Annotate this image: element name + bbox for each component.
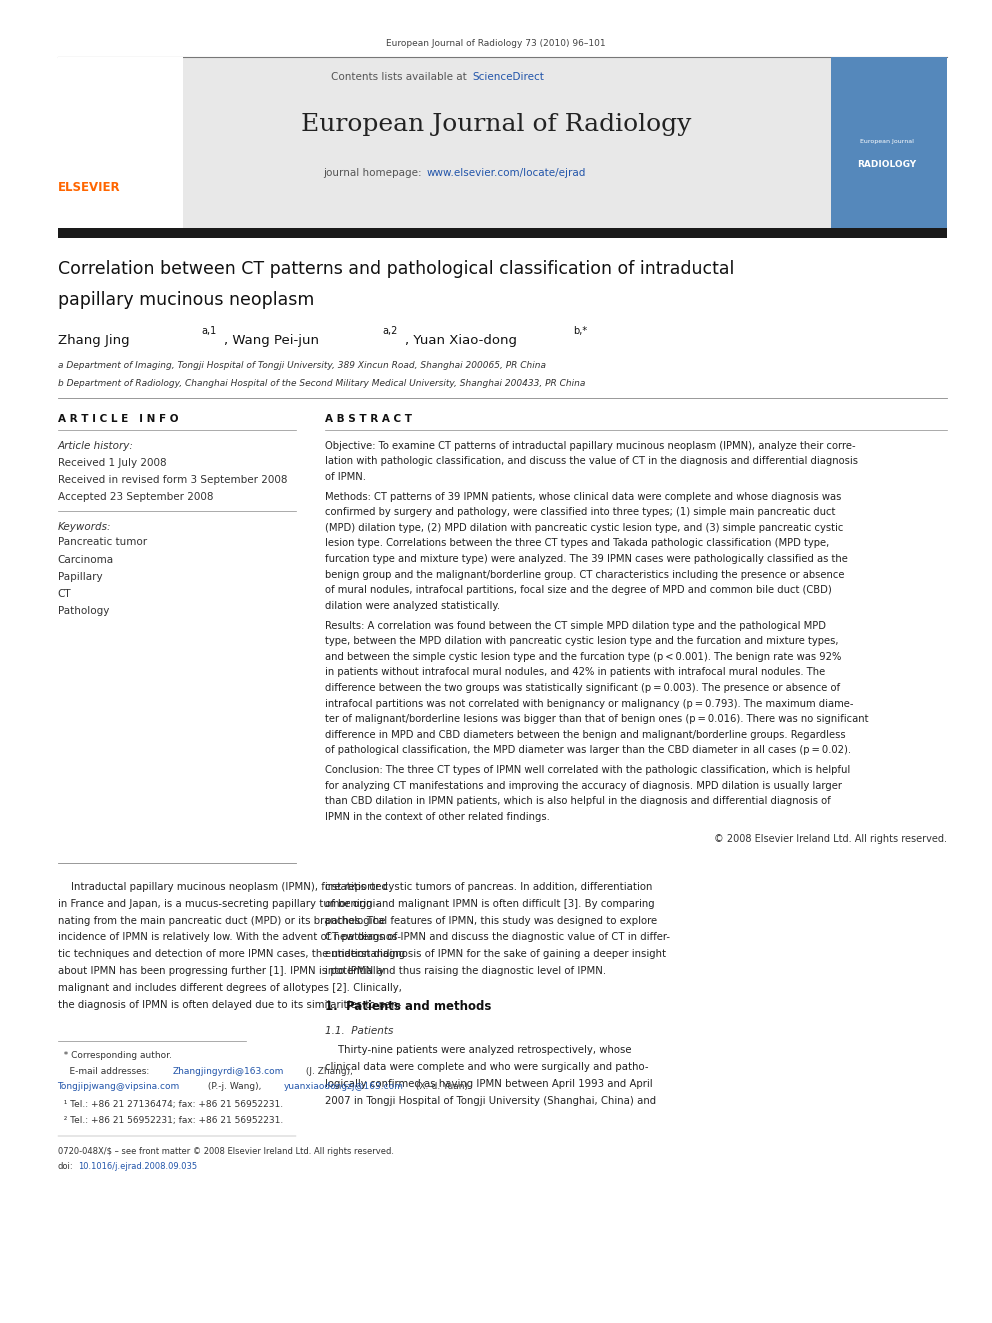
Text: , Wang Pei-jun: , Wang Pei-jun bbox=[224, 333, 319, 347]
Text: ELSEVIER: ELSEVIER bbox=[58, 181, 121, 194]
Text: Carcinoma: Carcinoma bbox=[58, 554, 114, 565]
Text: Thirty-nine patients were analyzed retrospectively, whose: Thirty-nine patients were analyzed retro… bbox=[325, 1045, 632, 1056]
Text: RADIOLOGY: RADIOLOGY bbox=[857, 160, 917, 168]
Text: www.elsevier.com/locate/ejrad: www.elsevier.com/locate/ejrad bbox=[427, 168, 586, 179]
Text: (J. Zhang),: (J. Zhang), bbox=[303, 1066, 352, 1076]
Text: CT patterns of IPMN and discuss the diagnostic value of CT in differ-: CT patterns of IPMN and discuss the diag… bbox=[325, 933, 671, 942]
Text: in France and Japan, is a mucus-secreting papillary tumor origi-: in France and Japan, is a mucus-secretin… bbox=[58, 898, 379, 909]
Text: A B S T R A C T: A B S T R A C T bbox=[325, 414, 413, 425]
Text: IPMN in the context of other related findings.: IPMN in the context of other related fin… bbox=[325, 812, 551, 822]
Text: Pathology: Pathology bbox=[58, 606, 109, 617]
Text: of mural nodules, intrafocal partitions, focal size and the degree of MPD and co: of mural nodules, intrafocal partitions,… bbox=[325, 585, 832, 595]
Text: Methods: CT patterns of 39 IPMN patients, whose clinical data were complete and : Methods: CT patterns of 39 IPMN patients… bbox=[325, 492, 842, 501]
Text: a,2: a,2 bbox=[382, 325, 397, 336]
Text: papillary mucinous neoplasm: papillary mucinous neoplasm bbox=[58, 291, 313, 310]
Text: incidence of IPMN is relatively low. With the advent of new diagnos-: incidence of IPMN is relatively low. Wit… bbox=[58, 933, 401, 942]
Text: logically confirmed as having IPMN between April 1993 and April: logically confirmed as having IPMN betwe… bbox=[325, 1080, 653, 1089]
Text: Contents lists available at: Contents lists available at bbox=[331, 71, 470, 82]
Text: pathological features of IPMN, this study was designed to explore: pathological features of IPMN, this stud… bbox=[325, 916, 658, 926]
Bar bbox=[58, 228, 947, 238]
Text: European Journal of Radiology: European Journal of Radiology bbox=[301, 112, 691, 136]
Text: benign group and the malignant/borderline group. CT characteristics including th: benign group and the malignant/borderlin… bbox=[325, 570, 845, 579]
Text: type, between the MPD dilation with pancreatic cystic lesion type and the furcat: type, between the MPD dilation with panc… bbox=[325, 636, 839, 646]
Text: ScienceDirect: ScienceDirect bbox=[472, 71, 544, 82]
Text: yuanxiaodongzj@163.com: yuanxiaodongzj@163.com bbox=[284, 1082, 404, 1091]
Text: and between the simple cystic lesion type and the furcation type (p < 0.001). Th: and between the simple cystic lesion typ… bbox=[325, 652, 842, 662]
Text: Article history:: Article history: bbox=[58, 441, 133, 451]
Text: difference in MPD and CBD diameters between the benign and malignant/borderline : difference in MPD and CBD diameters betw… bbox=[325, 730, 846, 740]
Bar bbox=[58, 57, 947, 230]
Text: 2007 in Tongji Hospital of Tongji University (Shanghai, China) and: 2007 in Tongji Hospital of Tongji Univer… bbox=[325, 1097, 657, 1106]
Text: E-mail addresses:: E-mail addresses: bbox=[58, 1066, 152, 1076]
Text: (MPD) dilation type, (2) MPD dilation with pancreatic cystic lesion type, and (3: (MPD) dilation type, (2) MPD dilation wi… bbox=[325, 523, 844, 533]
Text: difference between the two groups was statistically significant (p = 0.003). The: difference between the two groups was st… bbox=[325, 683, 840, 693]
Text: lation with pathologic classification, and discuss the value of CT in the diagno: lation with pathologic classification, a… bbox=[325, 456, 858, 467]
Text: Intraductal papillary mucinous neoplasm (IPMN), first reported: Intraductal papillary mucinous neoplasm … bbox=[58, 881, 388, 892]
Text: in patients without intrafocal mural nodules, and 42% in patients with intrafoca: in patients without intrafocal mural nod… bbox=[325, 667, 825, 677]
Text: furcation type and mixture type) were analyzed. The 39 IPMN cases were pathologi: furcation type and mixture type) were an… bbox=[325, 554, 848, 564]
Text: for analyzing CT manifestations and improving the accuracy of diagnosis. MPD dil: for analyzing CT manifestations and impr… bbox=[325, 781, 842, 791]
Text: 0720-048X/$ – see front matter © 2008 Elsevier Ireland Ltd. All rights reserved.: 0720-048X/$ – see front matter © 2008 El… bbox=[58, 1147, 394, 1156]
Text: of pathological classification, the MPD diameter was larger than the CBD diamete: of pathological classification, the MPD … bbox=[325, 745, 851, 755]
Text: © 2008 Elsevier Ireland Ltd. All rights reserved.: © 2008 Elsevier Ireland Ltd. All rights … bbox=[714, 833, 947, 844]
Text: into IPMN and thus raising the diagnostic level of IPMN.: into IPMN and thus raising the diagnosti… bbox=[325, 966, 606, 976]
Text: 1.1.  Patients: 1.1. Patients bbox=[325, 1025, 394, 1036]
Text: malignant and includes different degrees of allotypes [2]. Clinically,: malignant and includes different degrees… bbox=[58, 983, 402, 994]
Text: b,*: b,* bbox=[573, 325, 587, 336]
Text: intrafocal partitions was not correlated with benignancy or malignancy (p = 0.79: intrafocal partitions was not correlated… bbox=[325, 699, 854, 709]
Text: Objective: To examine CT patterns of intraductal papillary mucinous neoplasm (IP: Objective: To examine CT patterns of int… bbox=[325, 441, 856, 451]
Text: about IPMN has been progressing further [1]. IPMN is potentially: about IPMN has been progressing further … bbox=[58, 966, 384, 976]
Text: Zhangjingyrdi@163.com: Zhangjingyrdi@163.com bbox=[173, 1066, 284, 1076]
Text: Papillary: Papillary bbox=[58, 572, 102, 582]
Text: creatitis or cystic tumors of pancreas. In addition, differentiation: creatitis or cystic tumors of pancreas. … bbox=[325, 881, 653, 892]
Text: Conclusion: The three CT types of IPMN well correlated with the pathologic class: Conclusion: The three CT types of IPMN w… bbox=[325, 765, 850, 775]
Text: than CBD dilation in IPMN patients, which is also helpful in the diagnosis and d: than CBD dilation in IPMN patients, whic… bbox=[325, 796, 831, 806]
Text: Received in revised form 3 September 2008: Received in revised form 3 September 200… bbox=[58, 475, 287, 486]
Text: confirmed by surgery and pathology, were classified into three types; (1) simple: confirmed by surgery and pathology, were… bbox=[325, 507, 835, 517]
Text: journal homepage:: journal homepage: bbox=[322, 168, 425, 179]
Text: * Corresponding author.: * Corresponding author. bbox=[58, 1050, 172, 1060]
Text: ² Tel.: +86 21 56952231; fax: +86 21 56952231.: ² Tel.: +86 21 56952231; fax: +86 21 569… bbox=[58, 1115, 283, 1125]
Bar bbox=[58, 57, 183, 230]
Text: European Journal: European Journal bbox=[860, 139, 914, 144]
Text: of IPMN.: of IPMN. bbox=[325, 472, 366, 482]
Text: lesion type. Correlations between the three CT types and Takada pathologic class: lesion type. Correlations between the th… bbox=[325, 538, 829, 549]
Text: a,1: a,1 bbox=[201, 325, 216, 336]
Text: Received 1 July 2008: Received 1 July 2008 bbox=[58, 458, 167, 468]
Text: tic techniques and detection of more IPMN cases, the understanding: tic techniques and detection of more IPM… bbox=[58, 950, 405, 959]
Text: b Department of Radiology, Changhai Hospital of the Second Military Medical Univ: b Department of Radiology, Changhai Hosp… bbox=[58, 380, 585, 388]
Text: entiation diagnosis of IPMN for the sake of gaining a deeper insight: entiation diagnosis of IPMN for the sake… bbox=[325, 950, 667, 959]
Text: clinical data were complete and who were surgically and patho-: clinical data were complete and who were… bbox=[325, 1062, 649, 1073]
Text: doi:: doi: bbox=[58, 1162, 73, 1171]
Text: Tongjipjwang@vipsina.com: Tongjipjwang@vipsina.com bbox=[58, 1082, 180, 1091]
Text: Results: A correlation was found between the CT simple MPD dilation type and the: Results: A correlation was found between… bbox=[325, 620, 826, 631]
Text: 1.  Patients and methods: 1. Patients and methods bbox=[325, 1000, 492, 1013]
Text: 10.1016/j.ejrad.2008.09.035: 10.1016/j.ejrad.2008.09.035 bbox=[78, 1162, 197, 1171]
Text: ter of malignant/borderline lesions was bigger than that of benign ones (p = 0.0: ter of malignant/borderline lesions was … bbox=[325, 714, 869, 724]
Text: ¹ Tel.: +86 21 27136474; fax: +86 21 56952231.: ¹ Tel.: +86 21 27136474; fax: +86 21 569… bbox=[58, 1099, 283, 1109]
Text: Zhang Jing: Zhang Jing bbox=[58, 333, 129, 347]
Text: , Yuan Xiao-dong: , Yuan Xiao-dong bbox=[405, 333, 517, 347]
Text: of benign and malignant IPMN is often difficult [3]. By comparing: of benign and malignant IPMN is often di… bbox=[325, 898, 655, 909]
Text: Keywords:: Keywords: bbox=[58, 521, 111, 532]
Text: (X.-d. Yuan).: (X.-d. Yuan). bbox=[413, 1082, 470, 1091]
Text: A R T I C L E   I N F O: A R T I C L E I N F O bbox=[58, 414, 178, 425]
Text: CT: CT bbox=[58, 589, 71, 599]
Text: dilation were analyzed statistically.: dilation were analyzed statistically. bbox=[325, 601, 501, 611]
Text: the diagnosis of IPMN is often delayed due to its similarities to pan-: the diagnosis of IPMN is often delayed d… bbox=[58, 1000, 401, 1011]
Text: European Journal of Radiology 73 (2010) 96–101: European Journal of Radiology 73 (2010) … bbox=[386, 40, 606, 48]
Bar bbox=[831, 57, 947, 230]
Text: (P.-j. Wang),: (P.-j. Wang), bbox=[205, 1082, 262, 1091]
Text: Pancreatic tumor: Pancreatic tumor bbox=[58, 537, 147, 548]
Text: Accepted 23 September 2008: Accepted 23 September 2008 bbox=[58, 492, 213, 503]
Text: a Department of Imaging, Tongji Hospital of Tongji University, 389 Xincun Road, : a Department of Imaging, Tongji Hospital… bbox=[58, 361, 546, 369]
Text: Correlation between CT patterns and pathological classification of intraductal: Correlation between CT patterns and path… bbox=[58, 259, 734, 278]
Text: nating from the main pancreatic duct (MPD) or its branches. The: nating from the main pancreatic duct (MP… bbox=[58, 916, 385, 926]
